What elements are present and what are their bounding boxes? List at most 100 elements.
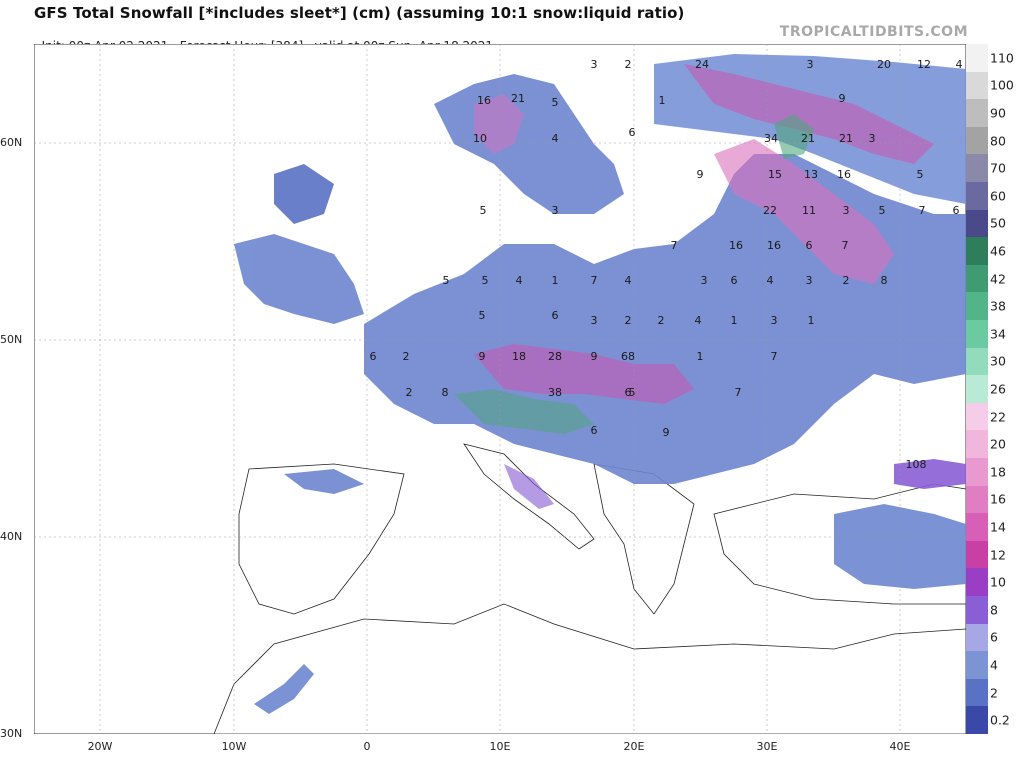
legend-swatch: [966, 706, 988, 735]
legend-label: 8: [990, 602, 998, 618]
snowfall-value-label: 5: [629, 386, 636, 399]
snowfall-value-label: 4: [625, 274, 632, 287]
snowfall-value-label: 4: [516, 274, 523, 287]
snowfall-value-label: 2: [403, 350, 410, 363]
legend-swatch: [966, 430, 988, 459]
snowfall-value-label: 18: [512, 350, 526, 363]
snowfall-value-label: 1: [697, 350, 704, 363]
legend-label: 100: [990, 77, 1014, 93]
snowfall-value-label: 4: [552, 132, 559, 145]
lon-label-20w: 20W: [87, 740, 113, 753]
snowfall-value-label: 7: [591, 274, 598, 287]
snowfall-value-label: 3: [771, 314, 778, 327]
legend-swatch: [966, 678, 988, 707]
snowfall-map: 24 3 20 12 4 3 2 9 16 21 5 10 4 6 1 34 21 21 15 13 16 5 3 9 22 11…: [34, 44, 966, 734]
legend-label: 42: [990, 271, 1006, 287]
snowfall-value-label: 7: [919, 204, 926, 217]
snowfall-value-label: 3: [869, 132, 876, 145]
snowfall-value-label: 5: [480, 204, 487, 217]
legend-swatch: [966, 347, 988, 376]
lon-label-20e: 20E: [623, 740, 645, 753]
snowfall-value-label: 3: [701, 274, 708, 287]
snowfall-value-label: 34: [764, 132, 778, 145]
lat-label-50n: 50N: [0, 333, 23, 346]
legend-label: 18: [990, 464, 1006, 480]
snowfall-value-label: 9: [663, 426, 670, 439]
snowfall-value-label: 3: [807, 58, 814, 71]
snowfall-value-label: 24: [695, 58, 709, 71]
legend-swatch: [966, 568, 988, 597]
snowfall-value-label: 10: [473, 132, 487, 145]
legend-swatch: [966, 320, 988, 349]
snowfall-value-label: 9: [591, 350, 598, 363]
legend-label: 12: [990, 547, 1006, 563]
snowfall-value-label: 6: [629, 126, 636, 139]
legend-label: 38: [990, 298, 1006, 314]
legend-swatch: [966, 485, 988, 514]
snow-layer: [234, 54, 966, 714]
snowfall-value-label: 21: [801, 132, 815, 145]
snowfall-value-label: 5: [552, 96, 559, 109]
snowfall-value-label: 108: [906, 458, 927, 471]
legend-label: 4: [990, 657, 998, 673]
snowfall-value-label: 6: [806, 239, 813, 252]
lat-label-60n: 60N: [0, 136, 23, 149]
snowfall-value-label: 28: [548, 350, 562, 363]
snowfall-value-label: 15: [768, 168, 782, 181]
legend-swatch: [966, 540, 988, 569]
legend-swatch: [966, 264, 988, 293]
snowfall-value-label: 4: [767, 274, 774, 287]
legend-label: 46: [990, 243, 1006, 259]
legend-swatch: [966, 99, 988, 128]
legend-swatch: [966, 126, 988, 155]
legend-label: 110: [990, 50, 1014, 66]
legend-label: 50: [990, 215, 1006, 231]
legend-label: 70: [990, 160, 1006, 176]
snowfall-value-label: 7: [842, 239, 849, 252]
legend-swatch: [966, 237, 988, 266]
legend-label: 2: [990, 685, 998, 701]
snowfall-value-label: 6: [370, 350, 377, 363]
snowfall-value-label: 5: [482, 274, 489, 287]
legend-swatch: [966, 292, 988, 321]
snowfall-value-label: 6: [625, 386, 632, 399]
snowfall-value-label: 9: [479, 350, 486, 363]
snowfall-value-label: 21: [839, 132, 853, 145]
snowfall-value-label: 5: [479, 309, 486, 322]
snowfall-value-label: 9: [697, 168, 704, 181]
snowfall-value-label: 16: [837, 168, 851, 181]
snowfall-value-label: 5: [879, 204, 886, 217]
legend-label: 20: [990, 436, 1006, 452]
snowfall-value-label: 16: [729, 239, 743, 252]
legend-swatch: [966, 182, 988, 211]
lat-label-40n: 40N: [0, 530, 23, 543]
snowfall-value-label: 11: [802, 204, 816, 217]
snowfall-value-label: 2: [843, 274, 850, 287]
snowfall-value-label: 9: [839, 92, 846, 105]
snowfall-value-label: 6: [591, 424, 598, 437]
snowfall-value-label: 3: [591, 58, 598, 71]
legend-label: 80: [990, 133, 1006, 149]
map-title: GFS Total Snowfall [*includes sleet*] (c…: [34, 4, 685, 22]
legend-swatch: [966, 596, 988, 625]
legend-swatch: [966, 44, 988, 73]
snowfall-value-label: 22: [763, 204, 777, 217]
snowfall-value-label: 12: [917, 58, 931, 71]
legend-label: 30: [990, 353, 1006, 369]
lon-label-30e: 30E: [756, 740, 778, 753]
snowfall-value-label: 3: [843, 204, 850, 217]
legend-swatch: [966, 154, 988, 183]
legend-swatch: [966, 513, 988, 542]
lon-label-10w: 10W: [221, 740, 247, 753]
legend-label: 26: [990, 381, 1006, 397]
legend-label: 16: [990, 491, 1006, 507]
snowfall-value-label: 21: [511, 92, 525, 105]
snowfall-value-label: 7: [671, 239, 678, 252]
snowfall-value-label: 1: [659, 94, 666, 107]
legend-swatch: [966, 623, 988, 652]
snowfall-value-label: 2: [625, 314, 632, 327]
snowfall-value-label: 6: [953, 204, 960, 217]
legend-swatch: [966, 651, 988, 680]
snowfall-value-label: 7: [771, 350, 778, 363]
